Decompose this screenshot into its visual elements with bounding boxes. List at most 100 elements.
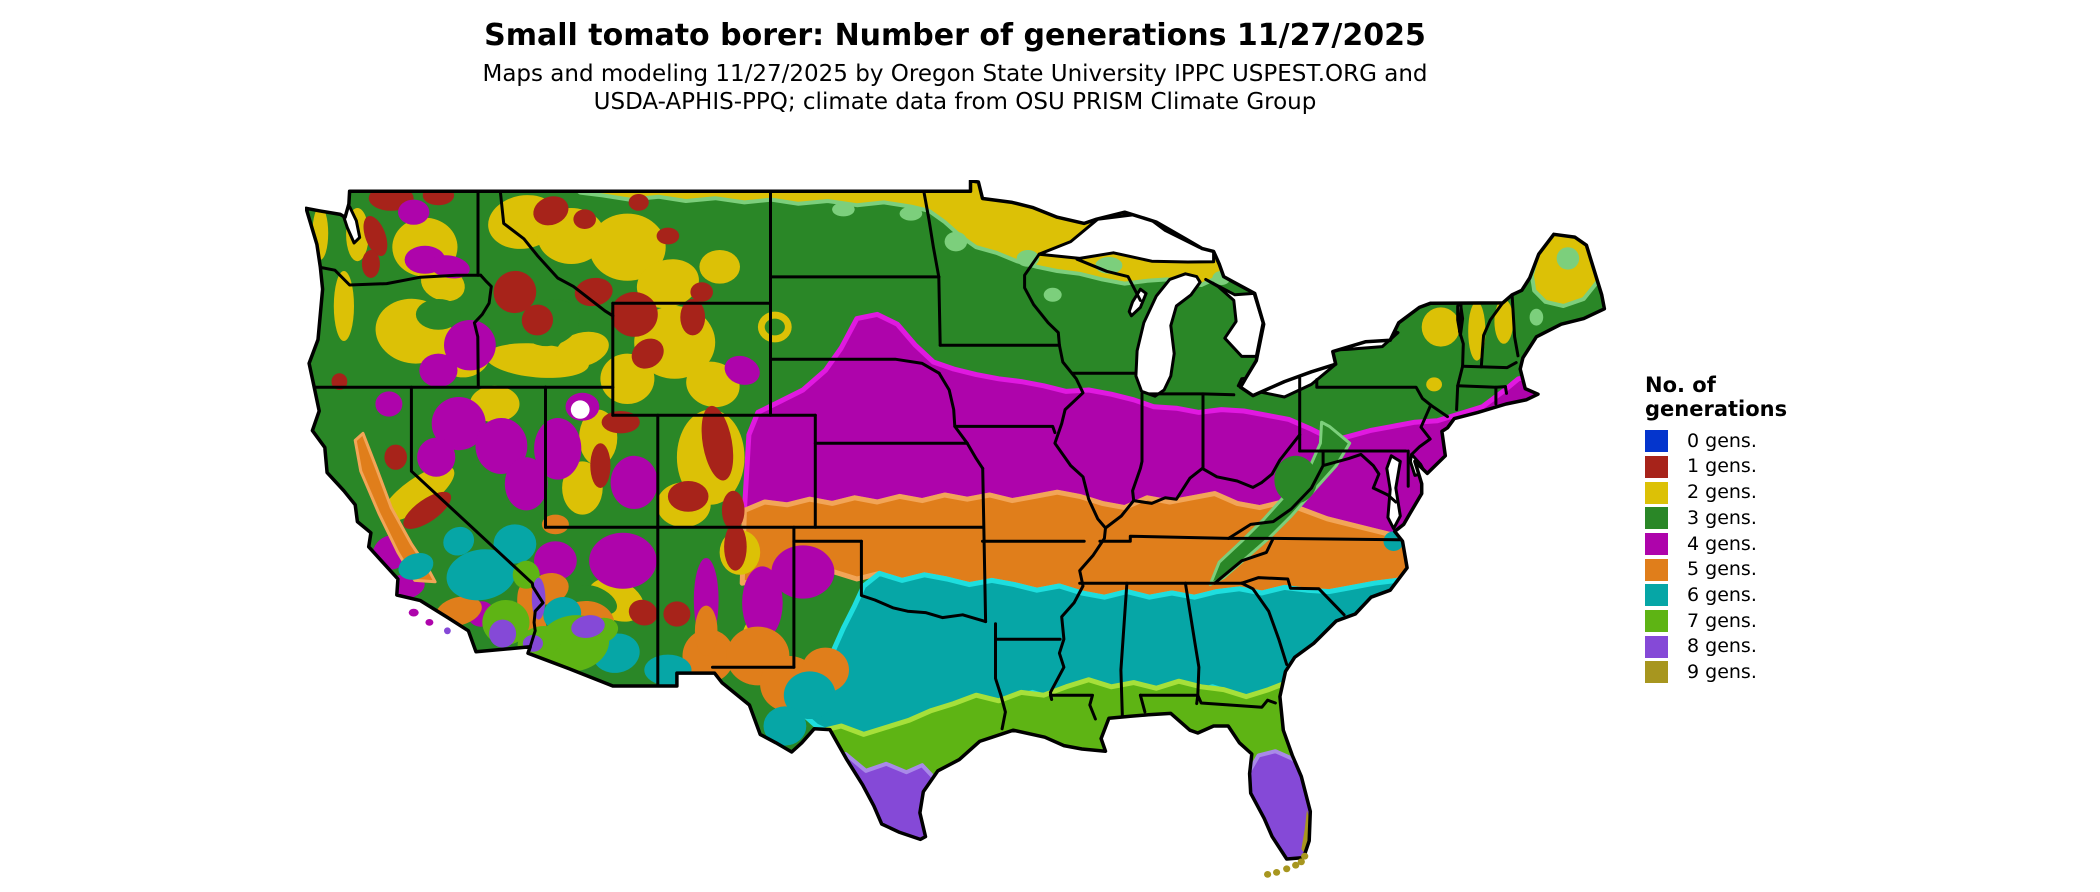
map-patch-2-gens (699, 250, 740, 284)
legend-swatch (1645, 635, 1668, 658)
map-patch-2-gens (555, 331, 609, 368)
region-2-gens-new-hampshire (1494, 299, 1514, 344)
state-border (472, 273, 493, 389)
state-border (922, 189, 941, 279)
state-border (1147, 392, 1236, 397)
legend-swatch (1645, 533, 1668, 556)
map-patch-1-gens (724, 523, 747, 571)
state-border (318, 265, 483, 287)
map-patch-transition (944, 231, 968, 252)
map-patch-5-gens (541, 514, 569, 535)
map-patch-4-gens (534, 541, 577, 581)
florida-keys-dot (1273, 869, 1281, 876)
state-border (1240, 581, 1289, 666)
state-border (1119, 581, 1129, 720)
map-patch-5-gens (694, 605, 718, 656)
region-2-gens-catskills (1426, 377, 1442, 392)
florida-keys-dot (1301, 852, 1309, 860)
map-patch-6-gens (783, 671, 836, 719)
state-border (1458, 301, 1465, 368)
map-patch-1-gens (363, 215, 388, 257)
region-2-gens-vermont (1468, 301, 1486, 361)
legend-item-label: 9 gens. (1687, 660, 1757, 683)
map-patch-1-gens (628, 599, 658, 626)
map-patch-1-gens (680, 299, 706, 336)
great-salt-lake (570, 400, 590, 419)
conus-outline (304, 179, 1607, 861)
map-patch-4-gens (419, 353, 458, 388)
legend-item-label: 0 gens. (1687, 429, 1757, 452)
map-patch-4-gens (417, 437, 456, 477)
map-patch-4-gens (375, 391, 403, 417)
region-5-gens-central-valley (353, 431, 437, 584)
map-patch-transition (1556, 247, 1580, 270)
map-patch-4-gens (742, 566, 783, 640)
legend-swatch (1645, 507, 1668, 530)
state-border (1321, 452, 1398, 504)
florida-keys-dot (1297, 858, 1305, 866)
legend-item: 5 gens. (1645, 558, 1865, 581)
map-patch-4-gens (771, 545, 835, 599)
map-patch-1-gens (573, 209, 596, 229)
map-patch-5-gens (682, 629, 735, 683)
map-patch-1-gens (690, 282, 713, 302)
state-border (498, 189, 615, 318)
map-patch-1-gens (701, 405, 734, 481)
legend-item-label: 1 gens. (1687, 455, 1757, 478)
map-patch-1-gens (610, 292, 658, 337)
map-patch-4-gens (610, 455, 658, 509)
map-patch-1-gens (667, 481, 709, 512)
map-patch-1-gens (361, 250, 380, 278)
legend-item-label: 4 gens. (1687, 532, 1757, 555)
map-patch-2-gens (636, 259, 699, 308)
map-title: Small tomato borer: Number of generation… (484, 18, 1426, 53)
legend-title-line2: generations (1645, 397, 1788, 421)
channel-island-dot (444, 627, 451, 635)
map-patch-8-gens (571, 615, 605, 639)
state-border (1131, 392, 1144, 503)
state-border (937, 275, 942, 347)
region-3-gens-west-virginia (1274, 455, 1318, 504)
map-patch-transition (899, 206, 923, 221)
state-border (1023, 252, 1061, 347)
map-patch-4-gens (444, 320, 496, 371)
map-patch-4-gens (589, 532, 657, 589)
legend-swatch (1645, 430, 1668, 453)
map-patch-1-gens (631, 338, 664, 369)
map-patch-1-gens (663, 601, 691, 627)
state-border (1048, 693, 1097, 721)
florida-keys-dot (1292, 861, 1300, 869)
map-patch-4-gens (504, 457, 548, 511)
legend-swatch (1645, 610, 1668, 633)
map-patch-1-gens (384, 444, 407, 470)
state-border (1075, 257, 1142, 302)
map-patch-1-gens (521, 304, 554, 336)
map-patch-3-gens (764, 318, 785, 336)
map-patch-4-gens (429, 255, 470, 279)
state-border (1510, 293, 1520, 358)
florida-keys-dot (1283, 865, 1291, 873)
legend: No. of generations 0 gens. 1 gens. 2 gens.… (1645, 373, 1865, 687)
legend-items: 0 gens. 1 gens. 2 gens. 3 gens. 4 gens. 5 gen… (1645, 430, 1865, 684)
legend-item-label: 7 gens. (1687, 609, 1757, 632)
state-border (994, 622, 1007, 731)
map-patch-transition (832, 202, 855, 217)
map-patch-2-gens (340, 191, 346, 197)
map-patch-6-gens (493, 524, 537, 564)
map-patch-1-gens (574, 277, 613, 307)
legend-item: 1 gens. (1645, 455, 1865, 479)
legend-item: 0 gens. (1645, 430, 1865, 453)
state-border (965, 441, 985, 470)
legend-swatch (1645, 661, 1668, 684)
state-border (1196, 693, 1277, 709)
region-2-gens-adirondacks (1421, 307, 1460, 347)
legend-item-label: 3 gens. (1687, 506, 1757, 529)
map-patch-1-gens (493, 270, 537, 314)
state-border (1479, 301, 1505, 369)
state-border (769, 357, 941, 375)
state-border (409, 385, 545, 649)
lake-michigan (1134, 272, 1202, 398)
state-border (1213, 536, 1275, 585)
map-patch-1-gens (656, 227, 680, 245)
